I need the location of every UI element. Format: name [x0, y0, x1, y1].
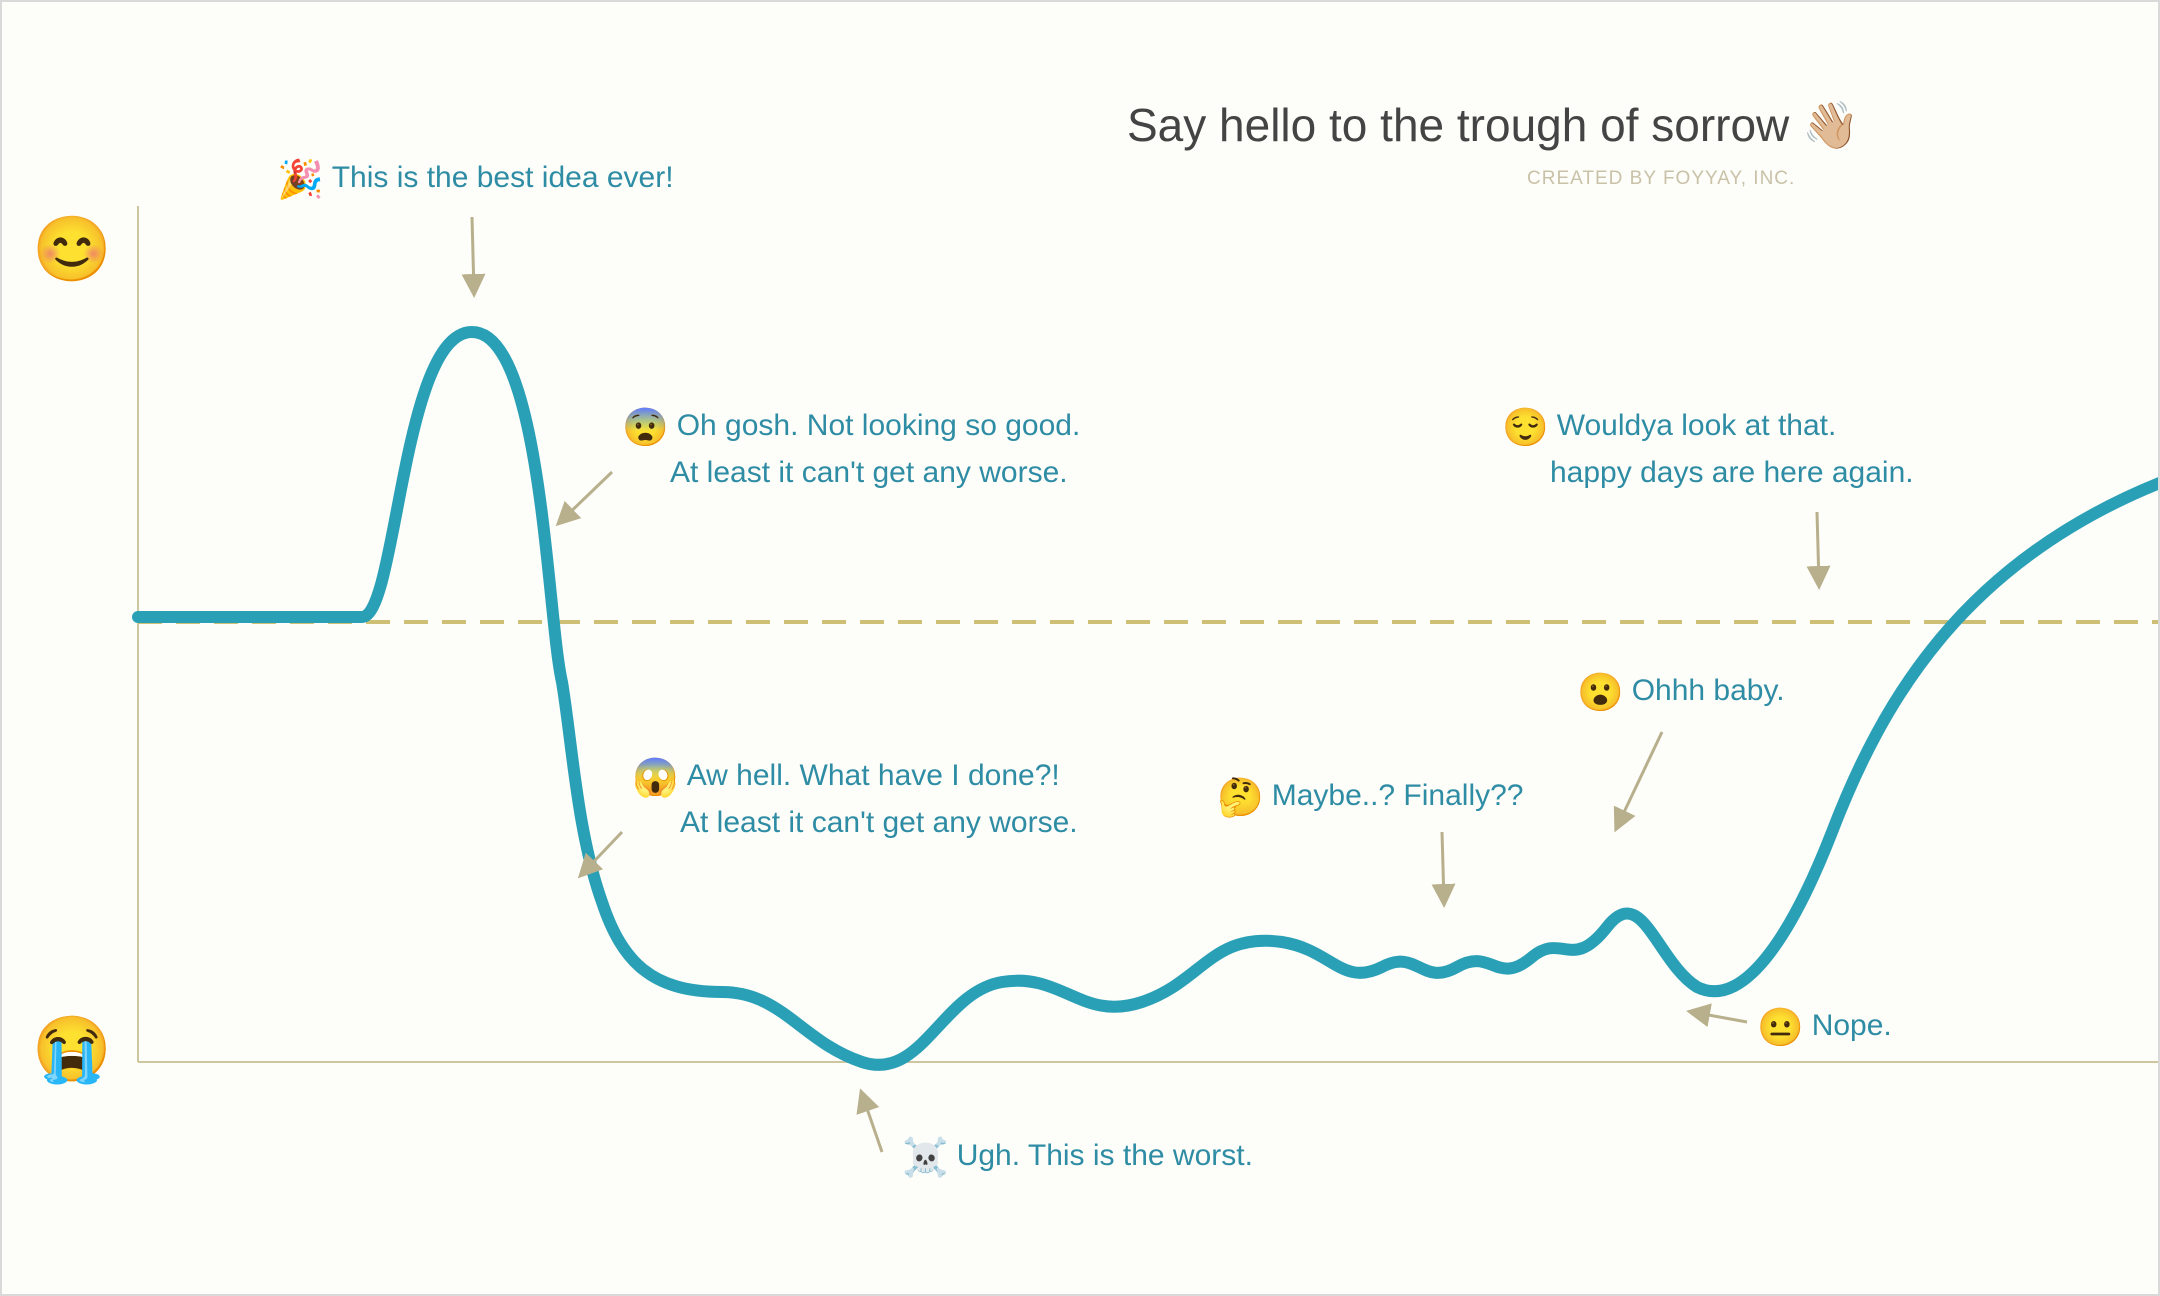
oh-gosh-line-0: Oh gosh. Not looking so good.: [677, 409, 1081, 442]
maybe-finally-emoji-icon: 🤔: [1217, 772, 1264, 823]
happy-days-line-1: happy days are here again.: [1502, 453, 1914, 494]
credit-text: CREATED BY FOYYAY, INC.: [1527, 168, 1795, 189]
chart-title: Say hello to the trough of sorrow 👋🏼: [1127, 98, 1859, 153]
maybe-finally-line-0: Maybe..? Finally??: [1272, 779, 1524, 812]
aw-hell-line-1: At least it can't get any worse.: [632, 803, 1078, 844]
happy-days-emoji-icon: 😌: [1502, 402, 1549, 453]
annotation-oh-gosh: 😨Oh gosh. Not looking so good. At least i…: [622, 402, 1080, 493]
arrow-ugh-worst: [862, 1094, 882, 1152]
arrow-best-idea: [472, 217, 474, 292]
arrow-maybe-finally: [1442, 832, 1444, 902]
crying-face-icon: 😭: [32, 1012, 112, 1087]
annotation-maybe-finally: 🤔Maybe..? Finally??: [1217, 772, 1524, 823]
arrow-happy-days: [1817, 512, 1819, 584]
ugh-worst-line-0: Ugh. This is the worst.: [957, 1139, 1253, 1172]
nope-emoji-icon: 😐: [1757, 1002, 1804, 1053]
wave-icon: 👋🏼: [1802, 99, 1859, 151]
happy-days-line-0: Wouldya look at that.: [1557, 409, 1837, 442]
oh-gosh-line-1: At least it can't get any worse.: [622, 453, 1080, 494]
arrow-oh-gosh: [560, 472, 612, 522]
annotation-aw-hell: 😱Aw hell. What have I done?! At least it …: [632, 752, 1078, 843]
title-text: Say hello to the trough of sorrow: [1127, 99, 1789, 151]
annotation-best-idea: 🎉This is the best idea ever!: [277, 154, 674, 205]
annotation-ugh-worst: ☠️Ugh. This is the worst.: [902, 1132, 1253, 1183]
annotation-happy-days: 😌Wouldya look at that. happy days are her…: [1502, 402, 1914, 493]
best-idea-line-0: This is the best idea ever!: [332, 161, 674, 194]
aw-hell-line-0: Aw hell. What have I done?!: [687, 759, 1060, 792]
best-idea-emoji-icon: 🎉: [277, 154, 324, 205]
annotation-nope: 😐Nope.: [1757, 1002, 1892, 1053]
arrow-nope: [1692, 1012, 1747, 1022]
credit-line: CREATED BY FOYYAY, INC.: [1527, 168, 1795, 190]
ohhh-baby-line-0: Ohhh baby.: [1632, 674, 1785, 707]
arrow-ohhh-baby: [1617, 732, 1662, 827]
ugh-worst-emoji-icon: ☠️: [902, 1132, 949, 1183]
oh-gosh-emoji-icon: 😨: [622, 402, 669, 453]
nope-line-0: Nope.: [1812, 1009, 1892, 1042]
ohhh-baby-emoji-icon: 😮: [1577, 667, 1624, 718]
happy-face-icon: 😊: [32, 212, 112, 287]
chart-frame: Say hello to the trough of sorrow 👋🏼 CRE…: [0, 0, 2160, 1296]
aw-hell-emoji-icon: 😱: [632, 752, 679, 803]
annotation-ohhh-baby: 😮Ohhh baby.: [1577, 667, 1785, 718]
